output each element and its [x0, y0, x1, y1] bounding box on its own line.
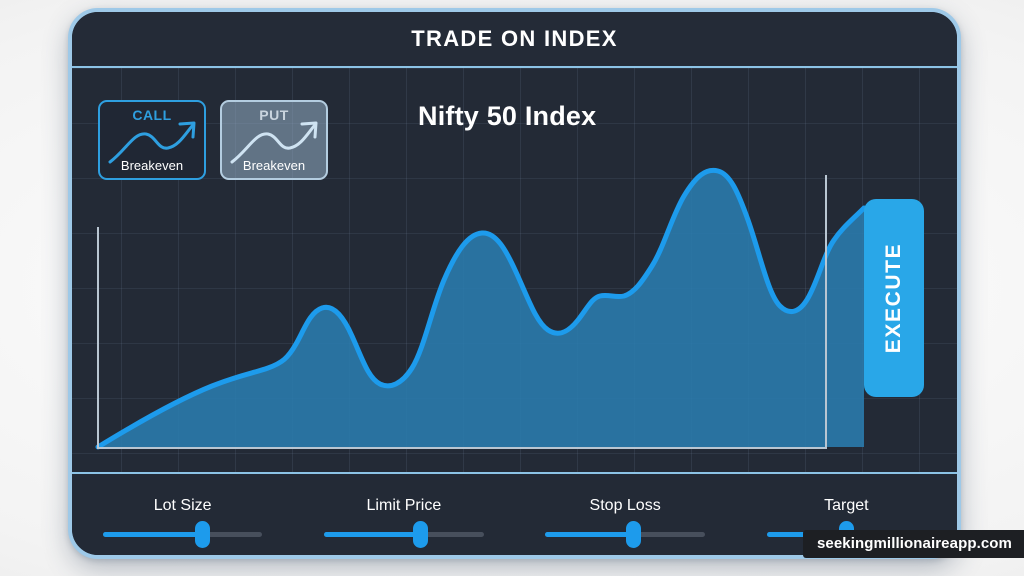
put-option-button[interactable]: PUT Breakeven — [220, 100, 328, 180]
chart-y-axis — [97, 227, 99, 449]
stop-loss-slider-fill — [545, 532, 634, 537]
lot-size-slider-thumb[interactable] — [194, 521, 210, 548]
uptrend-arrow-icon — [108, 121, 196, 164]
call-label: CALL — [132, 107, 172, 123]
stop-loss-label: Stop Loss — [589, 497, 661, 514]
chart-area-fill — [98, 170, 864, 447]
limit-price-label: Limit Price — [366, 497, 442, 514]
limit-price-slider-thumb[interactable] — [412, 521, 428, 548]
chart-right-axis — [825, 175, 827, 449]
chart-x-axis — [97, 447, 827, 449]
uptrend-arrow-icon — [230, 121, 318, 164]
control-limit-price: Limit Price — [293, 474, 514, 555]
watermark: seekingmillionaireapp.com — [802, 530, 1024, 558]
stop-loss-slider[interactable] — [545, 521, 705, 548]
nifty-50-area-chart — [95, 167, 867, 450]
call-option-button[interactable]: CALL Breakeven — [98, 100, 206, 180]
control-lot-size: Lot Size — [72, 474, 293, 555]
execute-button[interactable]: EXECUTE — [864, 199, 924, 397]
put-label: PUT — [259, 107, 289, 123]
page-title: TRADE ON INDEX — [411, 26, 618, 51]
lot-size-slider[interactable] — [102, 521, 263, 548]
lot-size-label: Lot Size — [153, 497, 212, 514]
control-stop-loss: Stop Loss — [515, 474, 736, 555]
app-header: TRADE ON INDEX — [72, 12, 957, 68]
execute-button-label: EXECUTE — [882, 242, 906, 354]
controls-panel: Lot Size Limit Price Stop Loss — [72, 472, 957, 555]
trading-app-window: TRADE ON INDEX — [68, 8, 961, 559]
stop-loss-slider-thumb[interactable] — [626, 521, 642, 548]
target-label: Target — [824, 497, 869, 514]
limit-price-slider[interactable] — [324, 521, 484, 548]
lot-size-slider-fill — [102, 532, 202, 537]
chart-title: Nifty 50 Index — [418, 101, 597, 131]
put-breakeven-label: Breakeven — [242, 158, 306, 173]
limit-price-slider-fill — [324, 532, 420, 537]
chart-panel: Nifty 50 Index CALL Breakeven PUT Breake… — [72, 68, 957, 472]
chart-line — [95, 167, 867, 450]
call-breakeven-label: Breakeven — [120, 158, 184, 173]
